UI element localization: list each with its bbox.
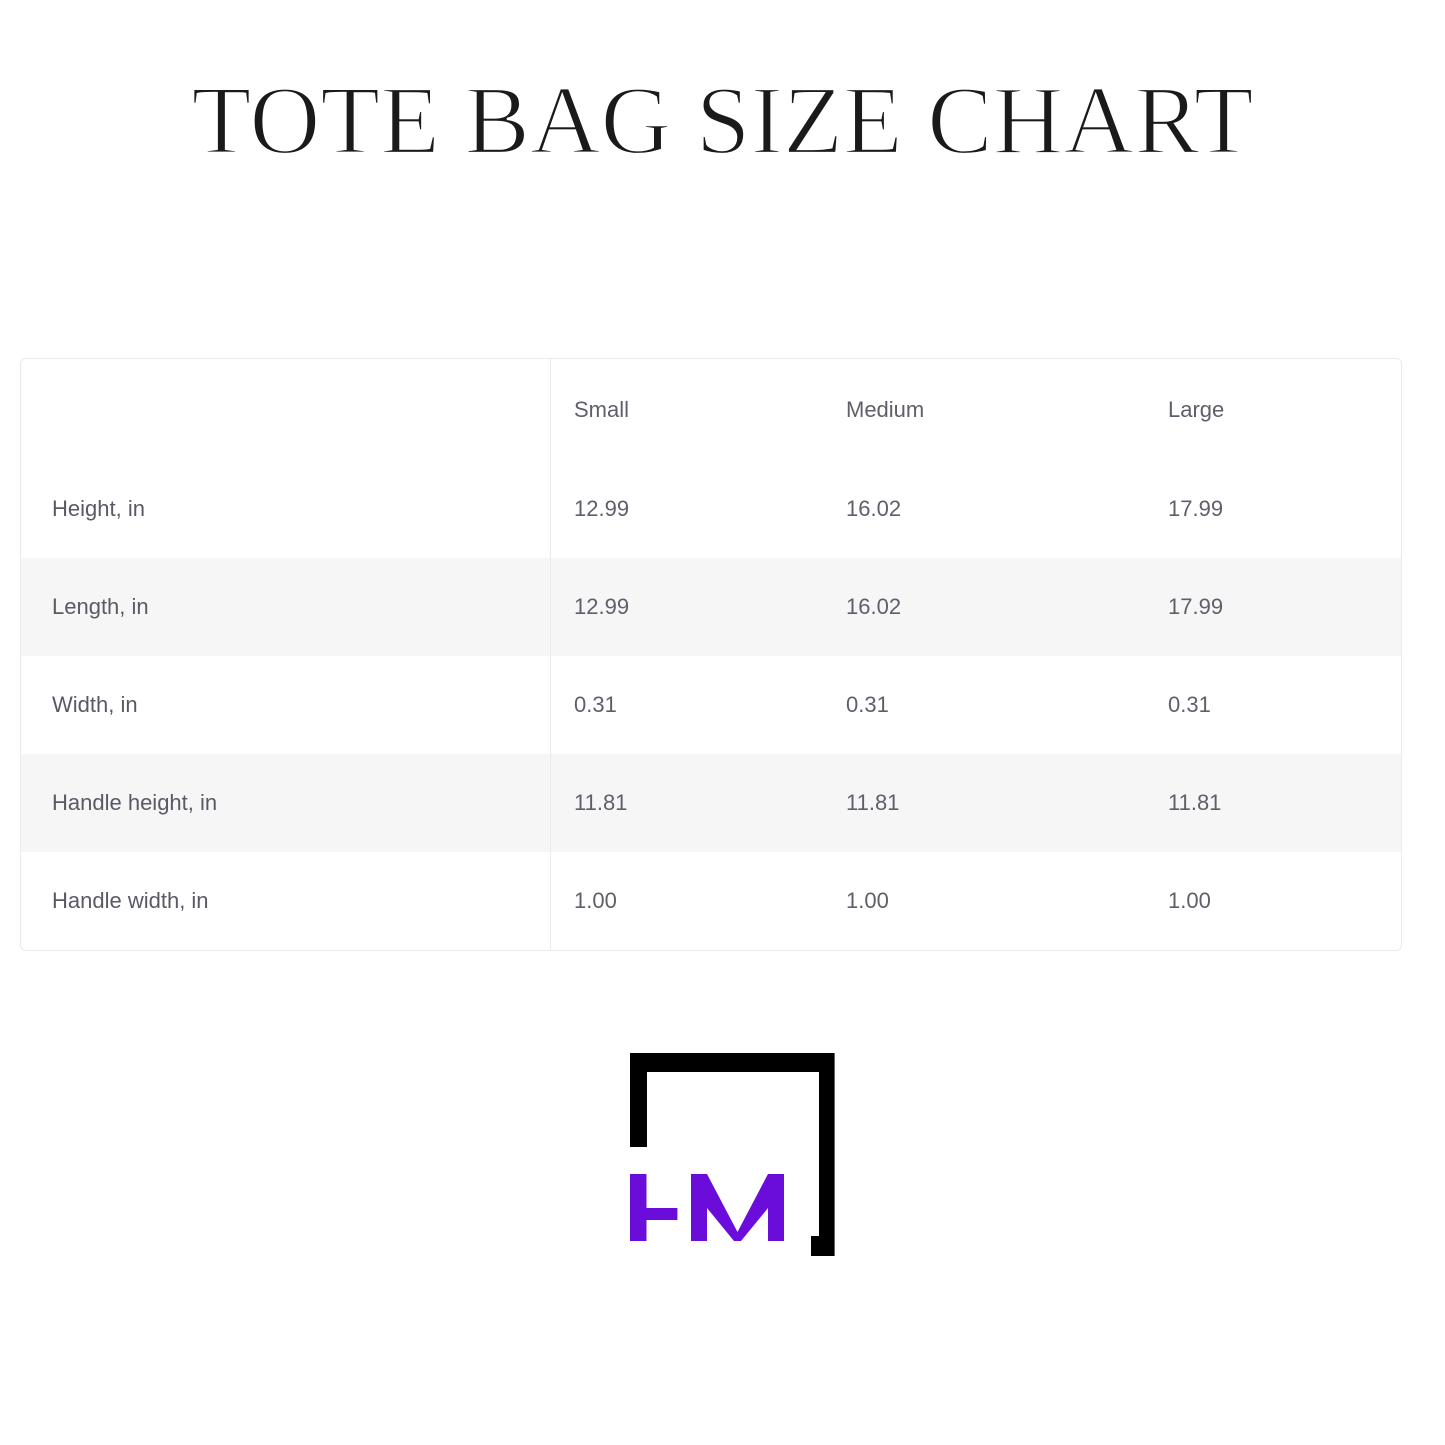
svg-text:TOTE BAG SIZE CHART: TOTE BAG SIZE CHART <box>191 67 1253 175</box>
